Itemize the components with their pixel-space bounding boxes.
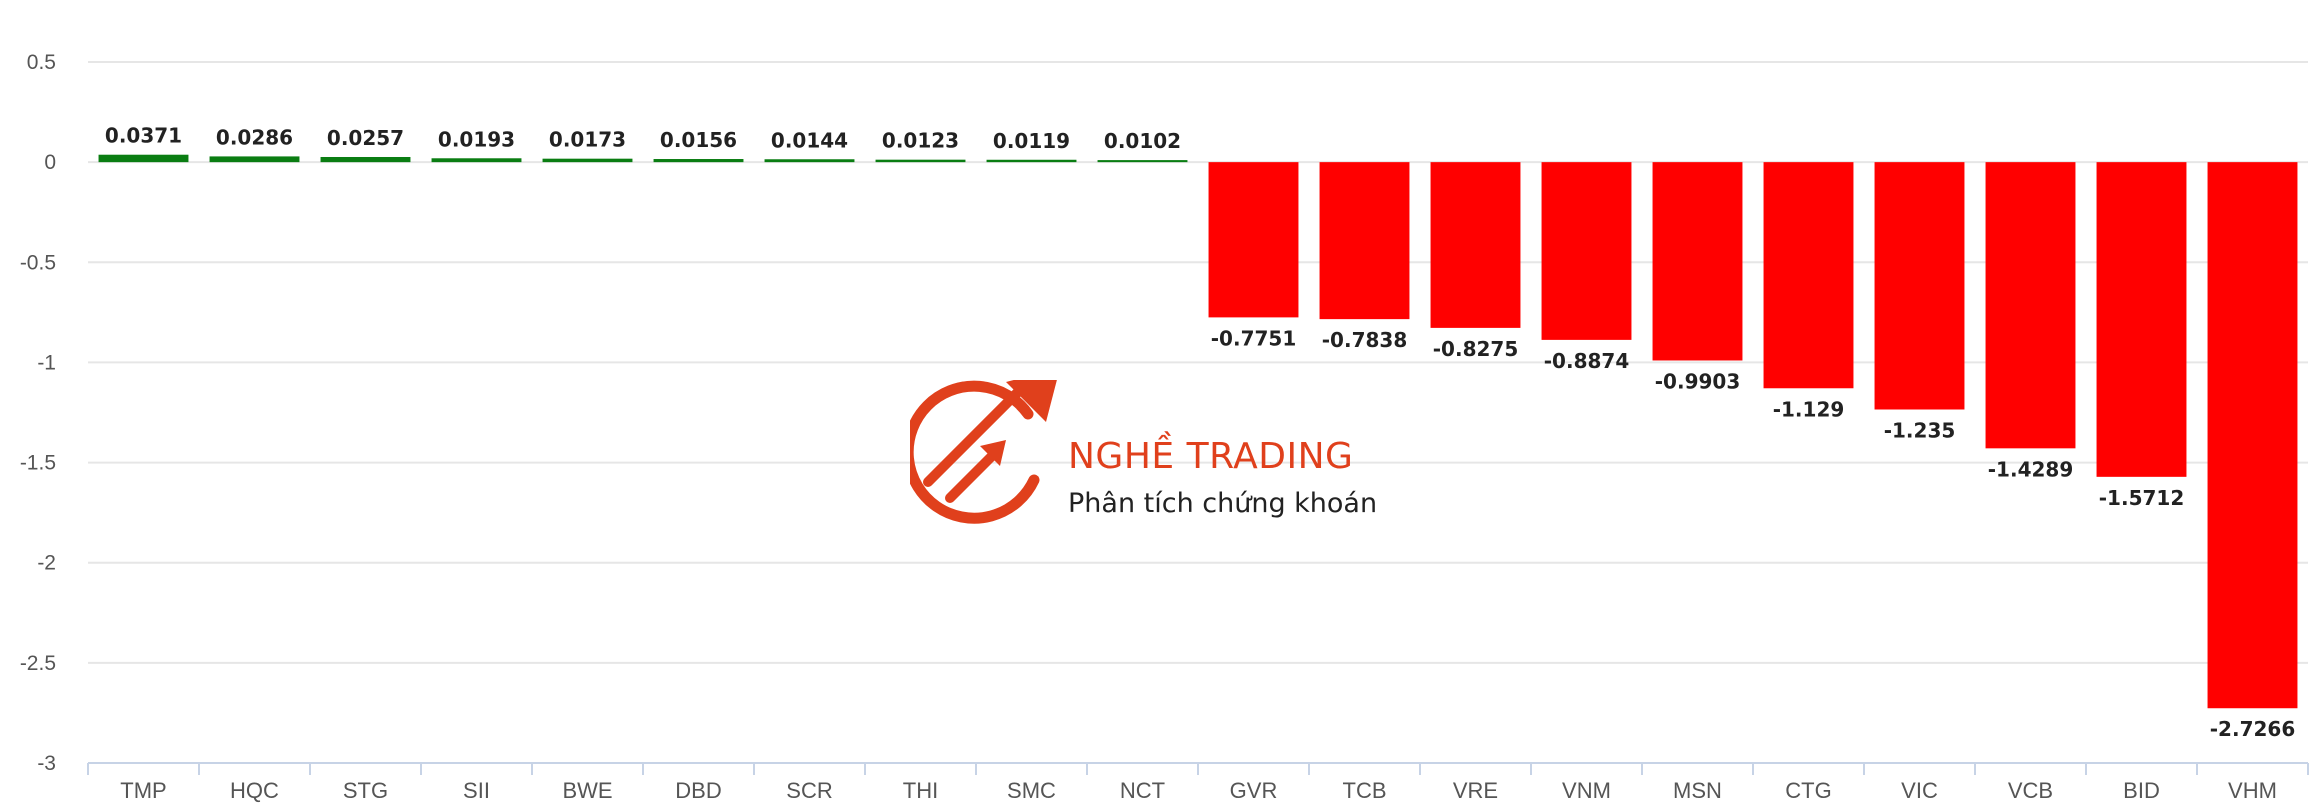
data-label: 0.0193 [438,127,515,151]
x-tick-label: VRE [1453,778,1498,803]
grid-lines [88,61,2308,664]
bar-hqc [209,156,300,163]
bar-vnm [1541,162,1632,340]
data-label: -0.8874 [1544,349,1629,373]
bar-stg [320,156,411,163]
x-tick-label: DBD [675,778,721,803]
x-tick-label: BID [2123,778,2160,803]
data-label: -1.235 [1884,418,1956,442]
data-label: -1.5712 [2099,486,2184,510]
bar-bid [2096,162,2187,477]
x-tick-label: HQC [230,778,279,803]
data-label: 0.0144 [771,128,848,152]
x-axis [87,762,2309,775]
x-tick-label: TCB [1343,778,1387,803]
data-label: 0.0119 [993,129,1070,153]
x-tick-label: GVR [1230,778,1278,803]
data-label: 0.0123 [882,129,959,153]
bar-vhm [2207,162,2298,709]
data-labels: 0.0371 0.0286 0.0257 0.0193 0.0173 0.0156 0.01… [105,124,2295,742]
x-tick-label: CTG [1785,778,1831,803]
data-label: -0.7838 [1322,328,1407,352]
bar-smc [986,159,1077,163]
y-tick-label: 0.5 [27,51,56,74]
bar-vre [1430,162,1521,328]
x-tick-label: VNM [1562,778,1611,803]
x-tick-label: THI [903,778,938,803]
y-tick-label: -3 [37,752,56,775]
y-axis-ticks: 0.5 0 -0.5 -1 -1.5 -2 -2.5 -3 [20,51,56,775]
x-tick-label: BWE [562,778,612,803]
x-tick-label: VHM [2228,778,2277,803]
x-tick-label: MSN [1673,778,1722,803]
bar-ctg [1763,162,1854,389]
watermark-subtitle: Phân tích chứng khoán [1068,488,1378,519]
x-tick-label: SII [463,778,490,803]
bar-tcb [1319,162,1410,320]
bar-sii [431,158,522,163]
data-label: -0.8275 [1433,337,1518,361]
bar-vic [1874,162,1965,410]
bar-thi [875,159,966,163]
data-label: -1.4289 [1988,457,2073,481]
rising-arrows-circle-logo-icon [910,380,1057,524]
x-tick-label: STG [343,778,388,803]
data-label: -1.129 [1773,397,1845,421]
watermark-title: NGHỀ TRADING [1068,436,1354,477]
bar-nct [1097,160,1188,163]
x-tick-label: VCB [2008,778,2053,803]
x-axis-ticks: TMP HQC STG SII BWE DBD SCR THI SMC NCT GVR TCB VRE V… [120,778,2277,803]
bar-tmp [98,154,189,163]
x-tick-label: SCR [786,778,832,803]
data-label: 0.0102 [1104,129,1181,153]
bar-dbd [653,159,744,163]
data-label: -2.7266 [2210,717,2295,741]
data-label: 0.0257 [327,126,404,150]
x-tick-label: NCT [1120,778,1165,803]
bar-msn [1652,162,1743,361]
y-tick-label: -1.5 [20,452,56,475]
data-label: 0.0173 [549,128,626,152]
y-tick-label: -0.5 [20,251,56,274]
y-tick-label: -2 [37,552,56,575]
watermark: NGHỀ TRADING Phân tích chứng khoán [910,380,1377,540]
bar-scr [764,159,855,163]
bar-bwe [542,158,633,163]
x-tick-label: SMC [1007,778,1056,803]
y-tick-label: -1 [37,351,56,374]
bar-vcb [1985,162,2076,449]
x-tick-label: VIC [1901,778,1938,803]
y-tick-label: 0 [44,151,56,174]
x-tick-label: TMP [120,778,166,803]
bars [98,154,2298,709]
y-tick-label: -2.5 [20,652,56,675]
data-label: -0.7751 [1211,326,1296,350]
data-label: 0.0286 [216,125,293,149]
bar-gvr [1208,162,1299,318]
data-label: 0.0371 [105,124,182,148]
data-label: -0.9903 [1655,369,1740,393]
data-label: 0.0156 [660,128,737,152]
